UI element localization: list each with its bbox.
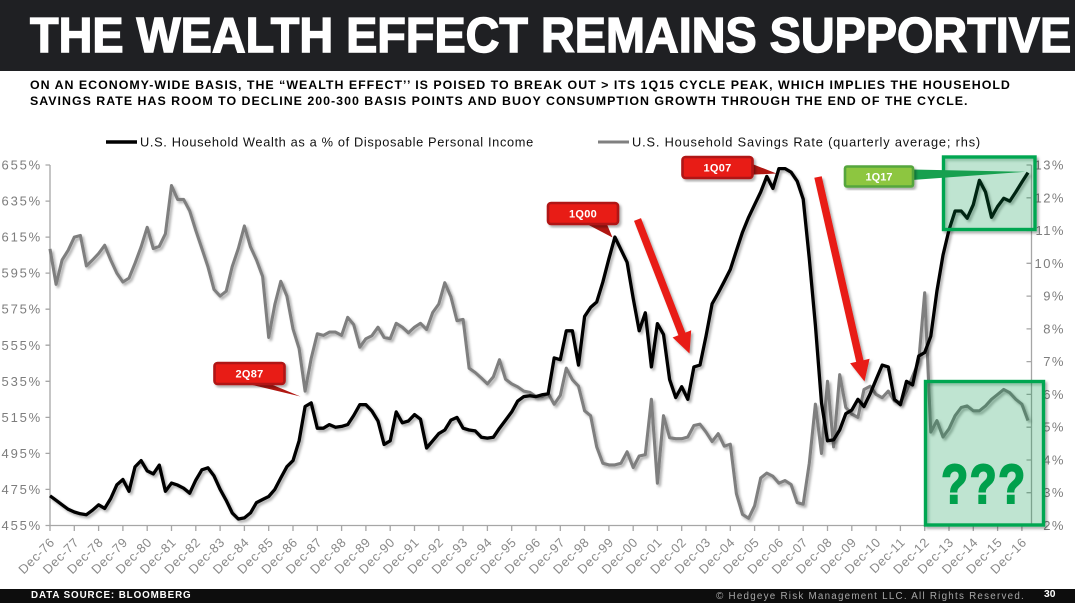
- svg-text:2Q87: 2Q87: [235, 369, 263, 381]
- svg-text:11%: 11%: [1035, 223, 1065, 238]
- svg-text:575%: 575%: [2, 302, 42, 317]
- svg-text:12%: 12%: [1034, 190, 1065, 205]
- svg-text:455%: 455%: [2, 518, 42, 533]
- svg-text:3%: 3%: [1043, 485, 1065, 500]
- svg-text:7%: 7%: [1043, 354, 1065, 369]
- svg-text:595%: 595%: [2, 266, 42, 281]
- svg-text:635%: 635%: [2, 194, 42, 209]
- svg-text:8%: 8%: [1043, 321, 1065, 336]
- svg-text:495%: 495%: [2, 446, 42, 461]
- svg-text:615%: 615%: [2, 230, 42, 245]
- svg-text:9%: 9%: [1043, 289, 1065, 304]
- svg-text:???: ???: [941, 453, 1026, 515]
- svg-text:U.S. Household Wealth as a % o: U.S. Household Wealth as a % of Disposab…: [140, 135, 534, 150]
- svg-text:535%: 535%: [2, 374, 42, 389]
- svg-text:U.S. Household Savings Rate (q: U.S. Household Savings Rate (quarterly a…: [632, 135, 981, 150]
- svg-text:555%: 555%: [2, 338, 42, 353]
- svg-text:475%: 475%: [2, 482, 42, 497]
- svg-text:2%: 2%: [1043, 518, 1065, 533]
- svg-text:1Q00: 1Q00: [569, 209, 597, 221]
- svg-text:6%: 6%: [1043, 387, 1065, 402]
- svg-text:13%: 13%: [1034, 158, 1065, 173]
- svg-text:1Q17: 1Q17: [866, 172, 893, 184]
- svg-text:1Q07: 1Q07: [703, 163, 731, 175]
- svg-text:515%: 515%: [2, 410, 42, 425]
- svg-text:10%: 10%: [1034, 256, 1065, 271]
- svg-text:4%: 4%: [1043, 453, 1065, 468]
- svg-text:5%: 5%: [1043, 420, 1065, 435]
- svg-text:655%: 655%: [2, 158, 42, 173]
